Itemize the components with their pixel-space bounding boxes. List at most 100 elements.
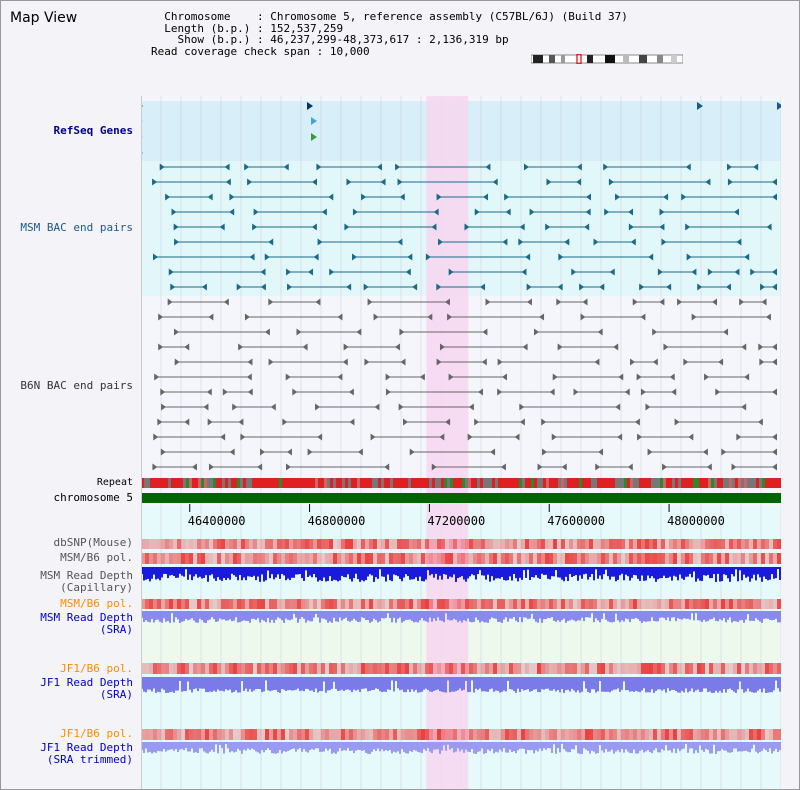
jf1-sra-depth-bar bbox=[519, 677, 521, 693]
jf1-b6-pol-cell bbox=[217, 729, 221, 740]
msm-sra-depth-bar bbox=[433, 611, 435, 619]
msm-capillary-depth-bar bbox=[385, 567, 387, 582]
msm-capillary-depth-bar bbox=[189, 567, 191, 575]
msm-sra-depth-bar bbox=[387, 611, 389, 614]
jf1-b6-pol-cell bbox=[665, 663, 669, 674]
msm-sra-depth-bar bbox=[201, 611, 203, 621]
jf1-b6-pol-cell bbox=[617, 729, 621, 740]
repeat-segment bbox=[450, 478, 453, 488]
msm-bac-pair-end bbox=[707, 268, 713, 276]
msm-sra-depth-bar bbox=[619, 611, 621, 623]
jf1-b6-pol-cell bbox=[701, 729, 705, 740]
msm-b6-pol-cell bbox=[709, 599, 713, 609]
msm-capillary-depth-bar bbox=[443, 567, 445, 575]
repeat-segment bbox=[417, 478, 420, 488]
jf1-trimmed-depth-bar bbox=[317, 742, 319, 749]
msm-capillary-depth-bar bbox=[573, 567, 575, 576]
jf1-b6-pol-cell bbox=[245, 663, 249, 674]
msm-sra-depth-bar bbox=[185, 611, 187, 619]
msm-b6-pol-cell bbox=[701, 553, 705, 564]
msm-capillary-depth-bar bbox=[163, 567, 165, 574]
msm-capillary-depth-bar bbox=[695, 567, 697, 582]
b6n-bac-pair-end bbox=[436, 358, 442, 366]
msm-capillary-depth-bar bbox=[555, 567, 557, 571]
msm-capillary-depth-bar bbox=[175, 567, 177, 578]
jf1-sra-depth-bar bbox=[231, 677, 233, 693]
msm-capillary-depth-bar bbox=[463, 567, 465, 580]
msm-capillary-depth-bar bbox=[343, 567, 345, 578]
repeat-segment bbox=[324, 478, 327, 488]
genome-track-panel[interactable] bbox=[141, 96, 781, 789]
jf1-b6-pol-cell bbox=[417, 729, 421, 740]
msm-b6-pol-cell bbox=[257, 599, 261, 609]
jf1-trimmed-depth-bar bbox=[243, 742, 245, 750]
msm-sra-depth-bar bbox=[329, 611, 331, 622]
jf1-trimmed-depth-bar bbox=[645, 742, 647, 752]
jf1-sra-depth-bar bbox=[513, 677, 515, 691]
b6n-bac-pair-end bbox=[153, 433, 159, 441]
msm-capillary-depth-bar bbox=[589, 567, 591, 577]
msm-bac-pair-end bbox=[772, 178, 777, 186]
msm-b6-pol-cell bbox=[713, 599, 717, 609]
msm-bac-pair-end bbox=[253, 208, 259, 216]
msm-bac-pair-end bbox=[571, 268, 577, 276]
jf1-sra-depth-bar bbox=[487, 677, 489, 692]
b6n-bac-pair-end bbox=[167, 298, 173, 306]
msm-capillary-depth-bar bbox=[537, 567, 539, 578]
b6n-bac-pair-end bbox=[634, 418, 640, 426]
repeat-segment bbox=[639, 478, 642, 488]
jf1-trimmed-depth-bar bbox=[227, 742, 229, 749]
b6n-bac-pair-end bbox=[761, 298, 767, 306]
msm-capillary-depth-bar bbox=[601, 567, 603, 580]
msm-capillary-depth-bar bbox=[745, 567, 747, 578]
msm-bac-pair-end bbox=[518, 238, 524, 246]
jf1-b6-pol-cell bbox=[709, 729, 713, 740]
msm-b6-pol-cell bbox=[369, 599, 373, 609]
repeat-segment bbox=[426, 478, 429, 488]
jf1-sra-depth-bar bbox=[469, 677, 471, 692]
jf1-trimmed-depth-bar bbox=[191, 742, 193, 749]
jf1-sra-depth-bar bbox=[567, 677, 569, 690]
msm-bac-pair-end bbox=[225, 178, 231, 186]
dbsnp-cell bbox=[685, 539, 689, 549]
msm-b6-pol-cell bbox=[669, 599, 673, 609]
chromosome-line: Chromosome : Chromosome 5, reference ass… bbox=[164, 10, 628, 23]
jf1-b6-pol-cell bbox=[469, 663, 473, 674]
msm-capillary-depth-bar bbox=[759, 567, 761, 578]
jf1-sra-depth-bar bbox=[457, 677, 459, 691]
repeat-segment bbox=[246, 478, 249, 488]
msm-bac-pair-end bbox=[464, 223, 470, 231]
jf1-sra-depth-bar bbox=[399, 677, 401, 691]
jf1-trimmed-depth-bar bbox=[479, 742, 481, 752]
msm-sra-depth-bar bbox=[145, 611, 147, 621]
jf1-sra-depth-bar bbox=[451, 677, 453, 692]
msm-b6-pol-cell bbox=[461, 553, 465, 564]
jf1-sra-depth-bar bbox=[173, 677, 175, 693]
msm-b6-pol-cell bbox=[737, 553, 741, 564]
jf1-sra-depth-bar bbox=[229, 677, 231, 690]
dbsnp-cell bbox=[481, 539, 485, 549]
msm-b6-pol-cell bbox=[153, 599, 157, 609]
dbsnp-cell bbox=[581, 539, 585, 549]
jf1-trimmed-depth-bar bbox=[223, 742, 225, 754]
repeat-segment bbox=[393, 478, 396, 488]
msm-capillary-depth-bar bbox=[169, 567, 171, 576]
jf1-trimmed-depth-bar bbox=[177, 742, 179, 752]
chromosome-ideogram-icon[interactable] bbox=[531, 54, 683, 64]
msm-capillary-depth-bar bbox=[653, 567, 655, 579]
msm-b6-pol-cell bbox=[605, 599, 609, 609]
msm-b6-pol-cell bbox=[673, 553, 677, 564]
jf1-sra-depth-bar bbox=[403, 677, 405, 693]
jf1-b6-pol-cell bbox=[749, 663, 753, 674]
jf1-sra-depth-bar bbox=[409, 677, 411, 693]
dbsnp-cell bbox=[649, 539, 653, 549]
msm-b6-pol-cell bbox=[641, 599, 645, 609]
msm-b6-pol-cell bbox=[177, 599, 181, 609]
jf1-b6-pol-cell bbox=[273, 663, 277, 674]
msm-sra-depth-bar bbox=[245, 611, 247, 621]
jf1-sra-depth-bar bbox=[619, 677, 621, 692]
repeat-segment bbox=[588, 478, 591, 488]
jf1-sra-depth-bar bbox=[617, 677, 619, 689]
jf1-sra-depth-bar bbox=[293, 677, 295, 691]
msm-bac-pair-end bbox=[264, 253, 270, 261]
